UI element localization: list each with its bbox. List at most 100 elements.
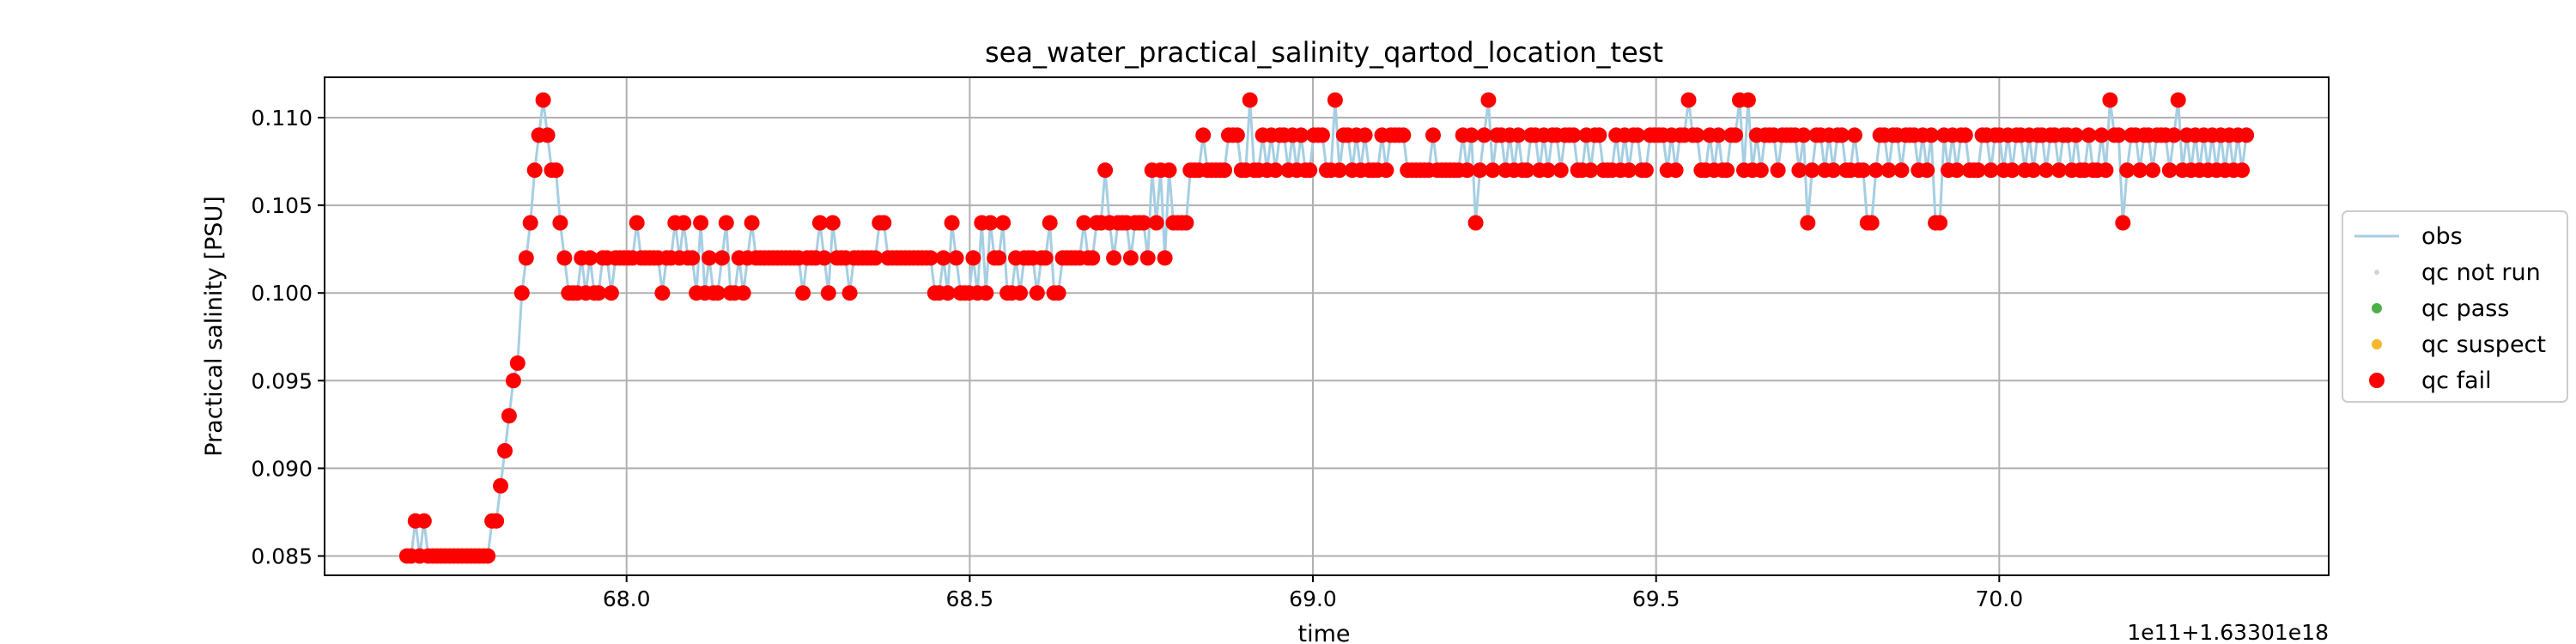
qc-fail-point xyxy=(1740,92,1756,108)
qc-fail-point xyxy=(1804,162,1820,179)
qc-fail-point xyxy=(1630,127,1645,143)
qc-fail-point xyxy=(2102,92,2118,108)
qc-fail-point xyxy=(676,215,692,231)
qc-fail-point xyxy=(2161,162,2178,179)
qc-fail-point xyxy=(603,285,619,301)
qc-fail-point xyxy=(1680,92,1697,108)
qc-fail-point xyxy=(1084,250,1101,266)
qc-fail-point xyxy=(539,127,556,143)
qc-fail-point xyxy=(2132,162,2148,179)
qc-fail-point xyxy=(948,250,964,266)
qc-fail-series xyxy=(398,92,2255,564)
qc-fail-point xyxy=(2166,127,2182,143)
qc-fail-point xyxy=(1800,215,1816,231)
qc-fail-point xyxy=(2081,127,2097,143)
qc-fail-point xyxy=(939,285,956,301)
qc-fail-point xyxy=(824,215,841,231)
qc-fail-point xyxy=(1302,162,1318,179)
qc-fail-point xyxy=(1846,127,1862,143)
qc-fail-point xyxy=(1621,162,1637,179)
qc-fail-point xyxy=(556,250,573,266)
qc-fail-point xyxy=(1042,215,1058,231)
qc-fail-point xyxy=(1097,162,1114,179)
legend-pass-swatch xyxy=(2372,303,2382,313)
legend-suspect-swatch xyxy=(2372,339,2382,349)
qc-fail-point xyxy=(1834,127,1850,143)
y-tick-label: 0.090 xyxy=(251,456,313,481)
qc-fail-point xyxy=(505,373,521,389)
qc-fail-point xyxy=(2234,162,2251,179)
qc-fail-point xyxy=(1331,162,1347,179)
qc-fail-point xyxy=(629,215,645,231)
qc-fail-point xyxy=(654,285,671,301)
qc-fail-point xyxy=(1106,250,1122,266)
qc-fail-point xyxy=(1565,127,1582,143)
qc-fail-point xyxy=(1983,162,1999,179)
qc-fail-point xyxy=(1668,162,1684,179)
qc-fail-point xyxy=(509,355,526,371)
qc-fail-point xyxy=(1327,92,1343,108)
qc-fail-point xyxy=(1893,162,1910,179)
x-axis: 68.0 68.5 69.0 69.5 70.0 xyxy=(603,575,2023,611)
legend-obs-label: obs xyxy=(2421,223,2463,250)
qc-fail-point xyxy=(2170,92,2186,108)
qc-fail-point xyxy=(1552,162,1569,179)
qc-fail-point xyxy=(1637,162,1654,179)
qc-fail-point xyxy=(480,548,496,564)
qc-fail-point xyxy=(2038,162,2054,179)
qc-fail-point xyxy=(1795,127,1812,143)
qc-fail-point xyxy=(1148,215,1164,231)
qc-fail-point xyxy=(1217,162,1232,179)
qc-fail-point xyxy=(1826,162,1842,179)
qc-fail-point xyxy=(2068,127,2084,143)
legend-fail-label: qc fail xyxy=(2421,368,2492,394)
qc-fail-point xyxy=(1863,215,1880,231)
qc-fail-point xyxy=(1293,127,1309,143)
qc-fail-point xyxy=(1122,250,1139,266)
qc-fail-point xyxy=(501,408,517,424)
legend-not_run-swatch xyxy=(2374,270,2379,275)
qc-fail-point xyxy=(2050,162,2067,179)
x-tick-label: 69.5 xyxy=(1632,586,1680,611)
qc-fail-point xyxy=(1970,162,1986,179)
qc-fail-point xyxy=(1932,215,1948,231)
qc-fail-point xyxy=(1868,162,1884,179)
qc-fail-point xyxy=(1267,162,1284,179)
qc-fail-point xyxy=(965,250,981,266)
qc-fail-point xyxy=(1753,162,1769,179)
qc-fail-point xyxy=(1135,215,1151,231)
x-offset-text: 1e11+1.63301e18 xyxy=(2127,620,2329,644)
qc-fail-point xyxy=(1476,127,1492,143)
legend-suspect-label: qc suspect xyxy=(2421,331,2546,358)
qc-fail-point xyxy=(2119,162,2136,179)
qc-fail-point xyxy=(1459,162,1475,179)
x-tick-label: 68.0 xyxy=(603,586,651,611)
qc-fail-point xyxy=(744,215,760,231)
y-tick-label: 0.095 xyxy=(251,368,313,393)
qc-fail-point xyxy=(714,250,730,266)
qc-fail-point xyxy=(1229,127,1245,143)
qc-fail-point xyxy=(922,250,939,266)
qc-fail-point xyxy=(995,215,1012,231)
y-tick-label: 0.100 xyxy=(251,281,313,306)
qc-fail-point xyxy=(820,285,836,301)
qc-fail-point xyxy=(416,513,432,529)
qc-fail-point xyxy=(935,250,951,266)
qc-fail-point xyxy=(991,250,1007,266)
qc-fail-point xyxy=(709,285,726,301)
qc-fail-point xyxy=(1050,285,1066,301)
qc-fail-point xyxy=(1710,127,1727,143)
qc-fail-point xyxy=(513,285,530,301)
qc-fail-point xyxy=(1395,127,1412,143)
qc-fail-point xyxy=(591,285,607,301)
qc-fail-point xyxy=(2145,162,2160,179)
qc-fail-point xyxy=(1480,92,1497,108)
qc-fail-point xyxy=(1855,162,1871,179)
qc-fail-point xyxy=(2098,162,2114,179)
x-tick-label: 68.5 xyxy=(946,586,994,611)
qc-fail-point xyxy=(1357,127,1373,143)
qc-fail-point xyxy=(1770,162,1786,179)
qc-fail-point xyxy=(811,215,828,231)
qc-fail-point xyxy=(522,215,538,231)
